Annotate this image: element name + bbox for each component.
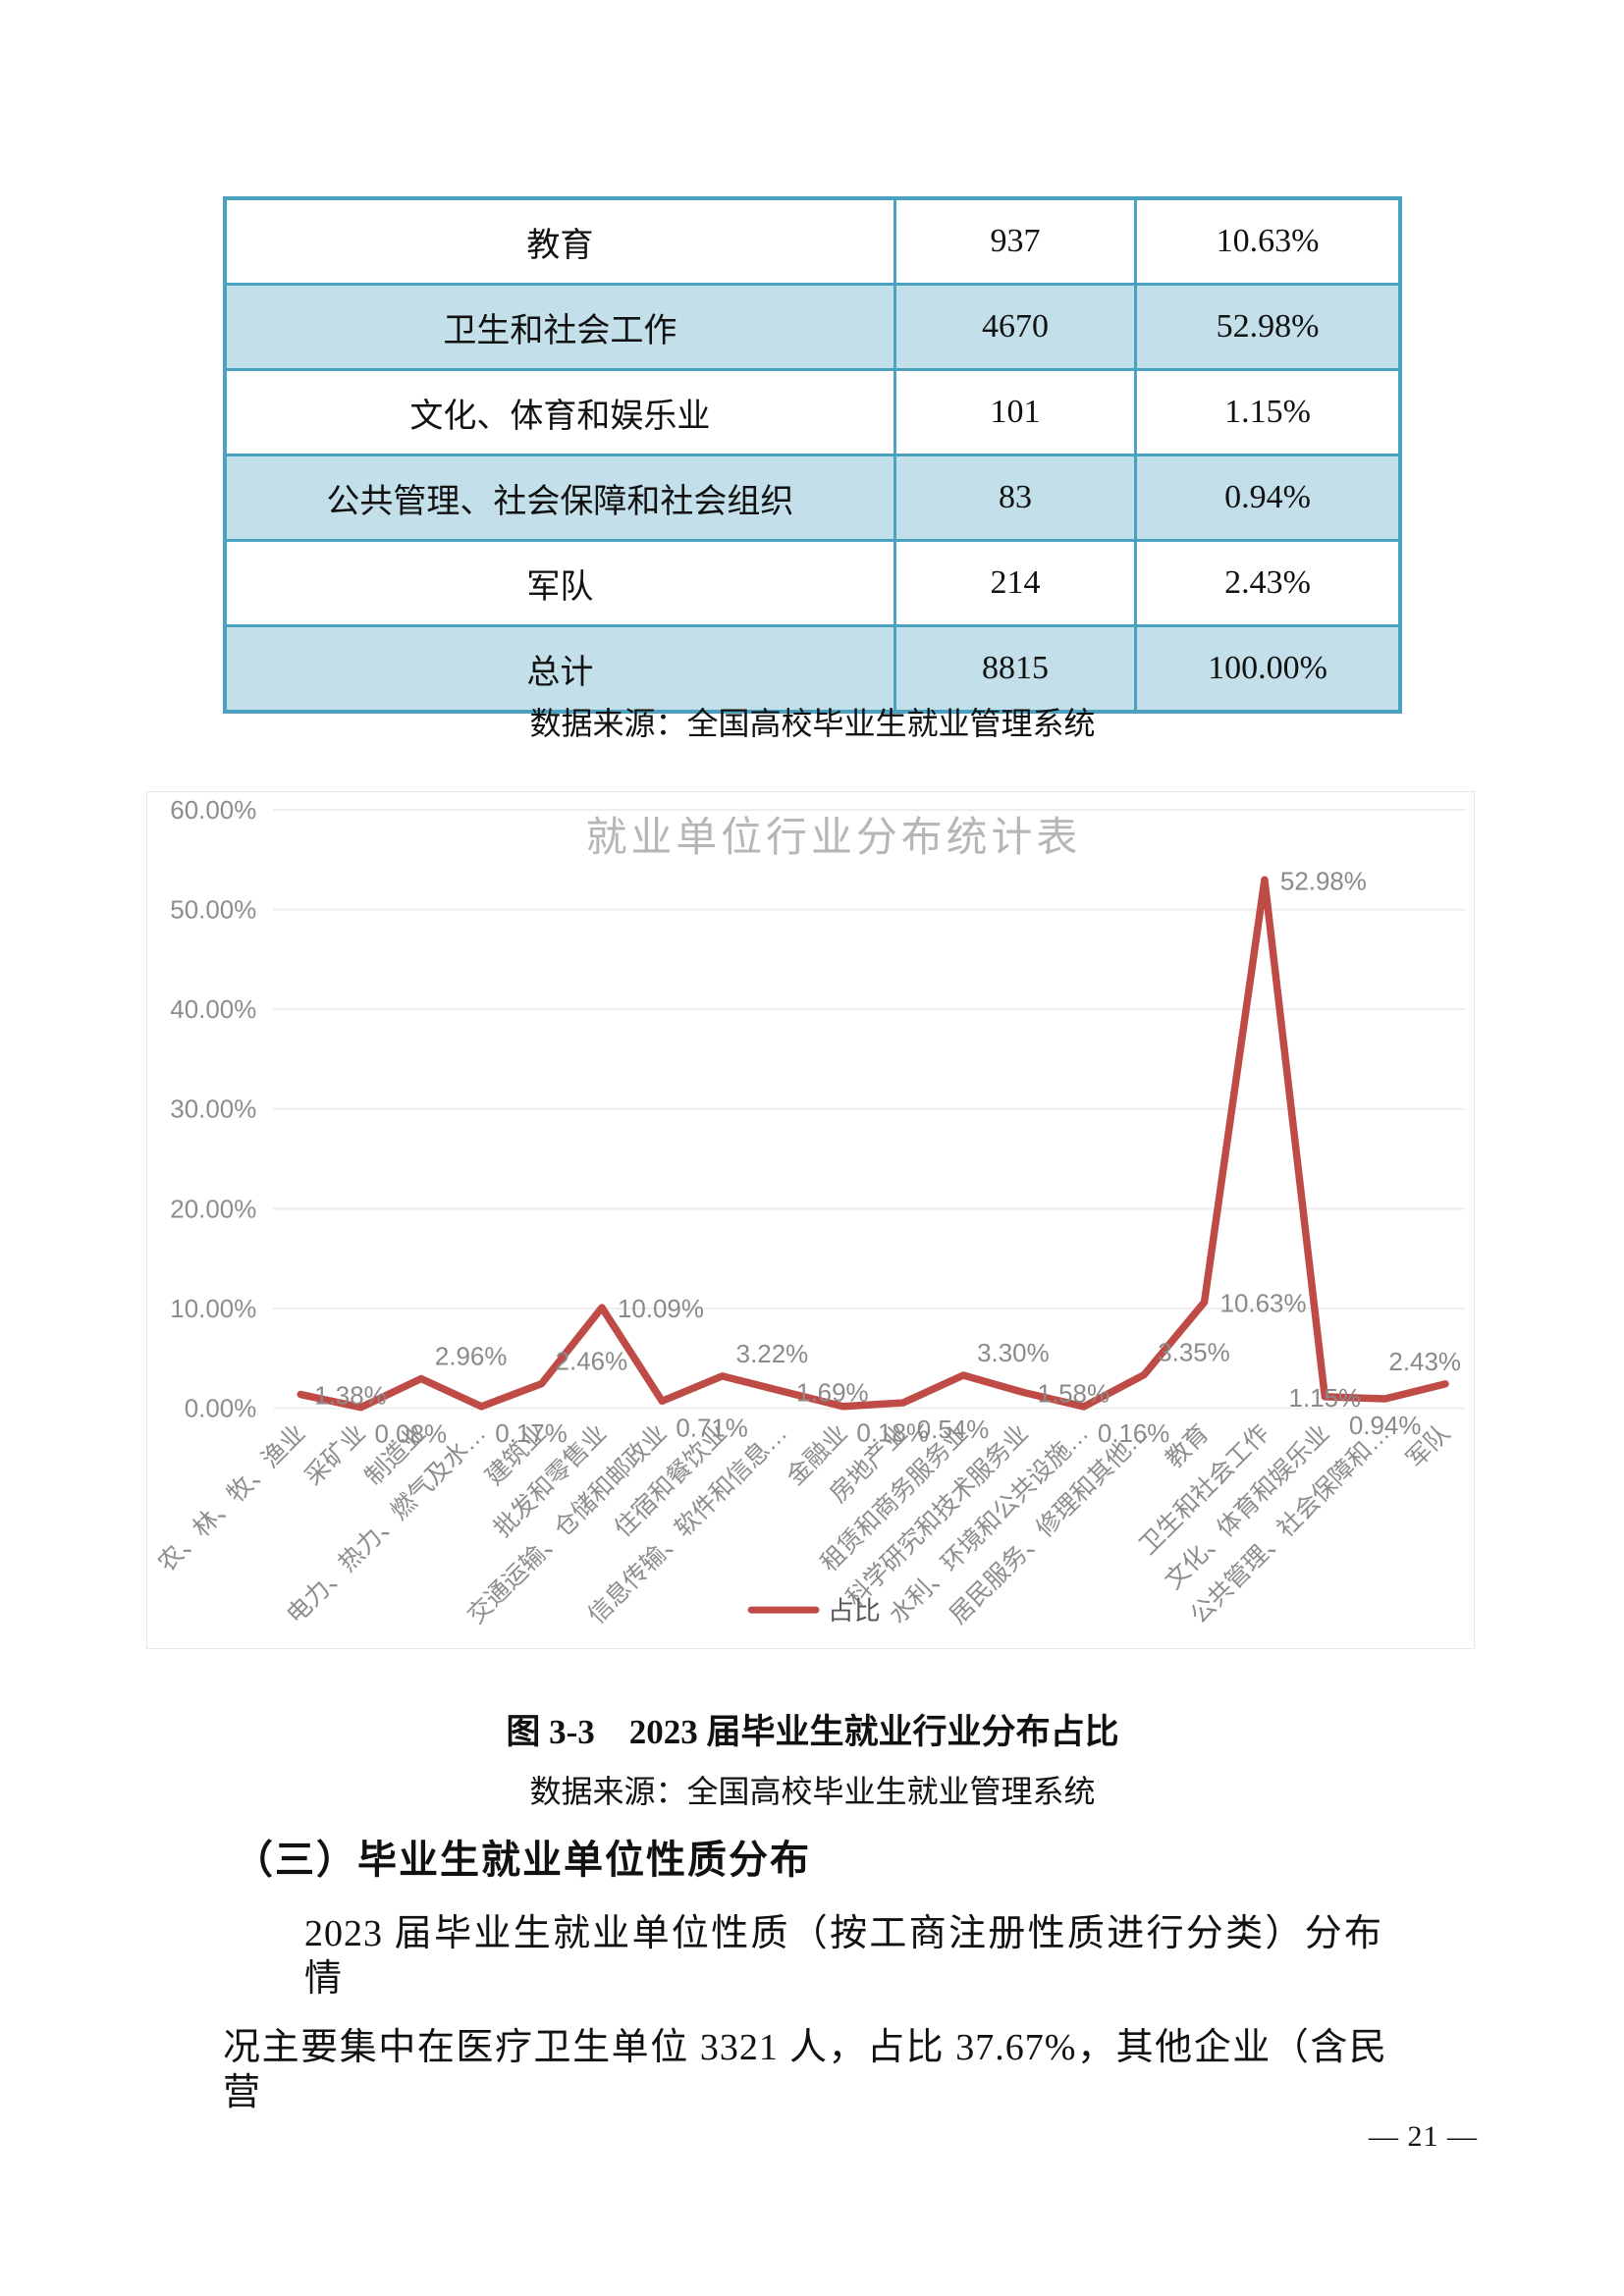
table-row: 军队 214 2.43% (223, 539, 1402, 627)
y-tick-label-60: 60.00% (170, 797, 256, 825)
body-paragraph-line-1: 2023 届毕业生就业单位性质（按工商注册性质进行分类）分布情 (304, 1913, 1382, 2000)
industry-cell: 总计 (223, 624, 896, 714)
industry-table-body: 教育 937 10.63% 卫生和社会工作 4670 52.98% 文化、体育和娱乐业 101… (223, 196, 1402, 714)
y-tick-label-40: 40.00% (170, 996, 256, 1024)
table-row: 卫生和社会工作 4670 52.98% (223, 283, 1402, 371)
data-label-11: 3.30% (977, 1340, 1050, 1367)
data-label-19: 2.43% (1388, 1349, 1461, 1376)
share-cell: 52.98% (1134, 283, 1402, 371)
data-label-9: 0.18% (856, 1420, 929, 1448)
y-tick-label-30: 30.00% (170, 1096, 256, 1124)
data-label-4: 2.46% (556, 1349, 628, 1376)
data-label-7: 3.22% (736, 1341, 809, 1368)
data-label-2: 2.96% (435, 1344, 508, 1371)
count-cell: 4670 (893, 283, 1138, 371)
count-cell: 83 (893, 454, 1138, 542)
data-label-3: 0.17% (495, 1420, 568, 1448)
section-heading: （三）毕业生就业单位性质分布 (234, 1838, 811, 1882)
table-row: 公共管理、社会保障和社会组织 83 0.94% (223, 454, 1402, 542)
table-row: 总计 8815 100.00% (223, 624, 1402, 714)
share-cell: 0.94% (1134, 454, 1402, 542)
industry-cell: 教育 (223, 196, 896, 286)
table-source-note: 数据来源：全国高校毕业生就业管理系统 (529, 706, 1096, 741)
data-label-0: 1.38% (314, 1383, 387, 1411)
data-label-15: 10.63% (1220, 1291, 1307, 1318)
count-cell: 101 (893, 368, 1138, 456)
data-label-5: 10.09% (618, 1296, 704, 1323)
chart-title: 就业单位行业分布统计表 (586, 814, 1082, 860)
data-label-1: 0.08% (375, 1421, 448, 1449)
series-line-share (297, 876, 1449, 1412)
data-label-18: 0.94% (1349, 1413, 1422, 1440)
y-tick-label-10: 10.00% (170, 1296, 256, 1323)
data-label-10: 0.54% (917, 1416, 990, 1444)
y-tick-label-20: 20.00% (170, 1196, 256, 1223)
x-category-label-0: 农、林、牧、渔业 (153, 1419, 311, 1577)
data-label-12: 1.58% (1037, 1380, 1110, 1408)
count-cell: 8815 (893, 624, 1138, 714)
count-cell: 214 (893, 539, 1138, 627)
table-row: 教育 937 10.63% (223, 196, 1402, 286)
industry-cell: 卫生和社会工作 (223, 283, 896, 371)
data-label-8: 1.69% (796, 1379, 869, 1407)
legend-label: 占比 (828, 1596, 881, 1626)
y-tick-label-0: 0.00% (185, 1396, 257, 1423)
share-cell: 100.00% (1134, 624, 1402, 714)
figure-caption: 图 3-3 2023 届毕业生就业行业分布占比 (506, 1713, 1119, 1751)
body-paragraph-line-2: 况主要集中在医疗卫生单位 3321 人，占比 37.67%，其他企业（含民营 (223, 2027, 1387, 2113)
share-cell: 2.43% (1134, 539, 1402, 627)
y-tick-label-50: 50.00% (170, 897, 256, 925)
industry-cell: 军队 (223, 539, 896, 627)
data-label-17: 1.15% (1289, 1385, 1362, 1413)
chart-canvas: 0.00% 10.00% 20.00% 30.00% 40.00% 50.00% 60.00… (153, 797, 1466, 1629)
x-category-label-1: 采矿业 (299, 1419, 371, 1491)
data-label-14: 3.35% (1158, 1340, 1230, 1367)
industry-distribution-chart: 0.00% 10.00% 20.00% 30.00% 40.00% 50.00% 60.00… (146, 791, 1475, 1649)
figure-source-note: 数据来源：全国高校毕业生就业管理系统 (529, 1774, 1096, 1809)
data-label-16: 52.98% (1280, 868, 1367, 895)
table-row: 文化、体育和娱乐业 101 1.15% (223, 368, 1402, 456)
page-number: — 21 — (1369, 2120, 1478, 2153)
industry-table: 教育 937 10.63% 卫生和社会工作 4670 52.98% 文化、体育和娱乐业 101… (223, 196, 1402, 714)
share-cell: 10.63% (1134, 196, 1402, 286)
share-cell: 1.15% (1134, 368, 1402, 456)
industry-cell: 公共管理、社会保障和社会组织 (223, 454, 896, 542)
industry-cell: 文化、体育和娱乐业 (223, 368, 896, 456)
data-label-13: 0.16% (1098, 1420, 1170, 1448)
data-label-6: 0.71% (676, 1415, 748, 1442)
count-cell: 937 (893, 196, 1138, 286)
